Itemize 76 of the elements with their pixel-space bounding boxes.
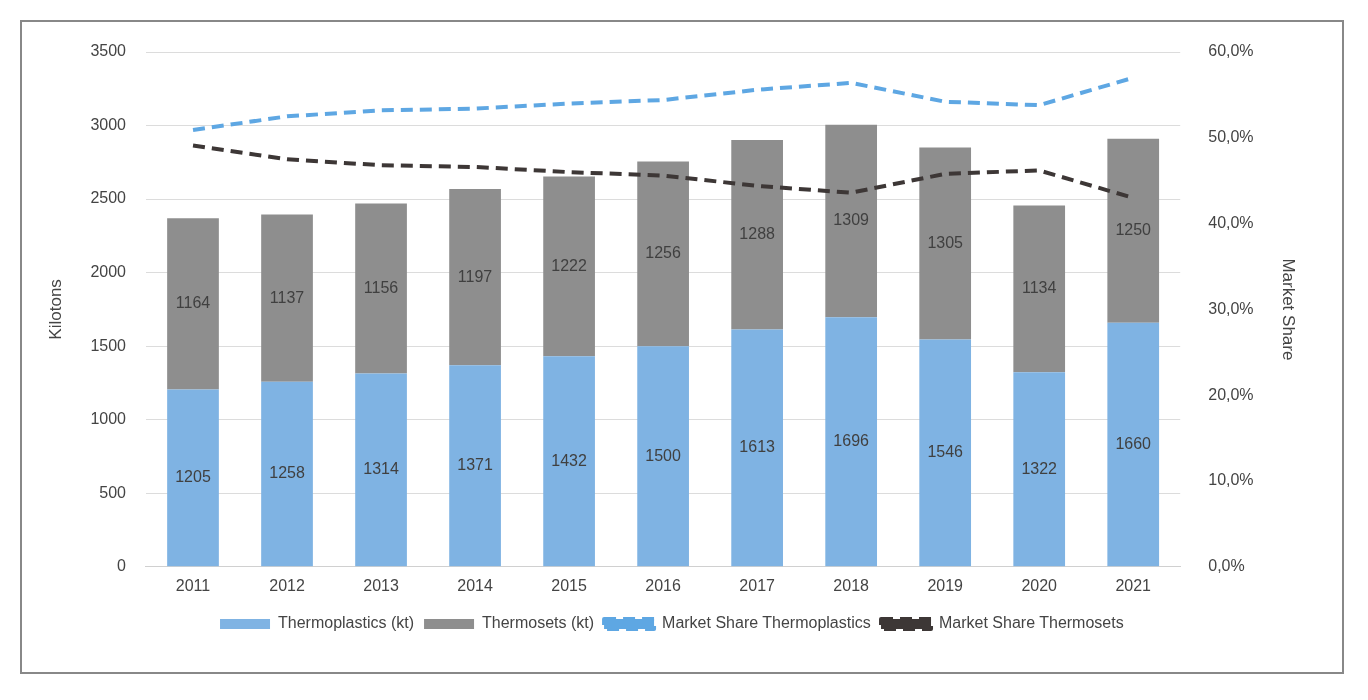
bar bbox=[1107, 138, 1160, 323]
data-label: 1164 bbox=[175, 294, 211, 312]
bar bbox=[731, 329, 783, 567]
bar bbox=[1013, 205, 1066, 373]
bar bbox=[355, 203, 407, 374]
data-label: 1256 bbox=[645, 244, 682, 262]
y2-tick-label: 50,0% bbox=[1208, 128, 1254, 146]
data-label: 1613 bbox=[739, 438, 776, 456]
y2-tick-label: 10,0% bbox=[1208, 471, 1254, 489]
bar bbox=[825, 124, 878, 318]
data-label: 1137 bbox=[269, 288, 305, 306]
y2-tick-label: 0,0% bbox=[1208, 557, 1245, 575]
bar bbox=[919, 147, 972, 340]
bar bbox=[449, 189, 501, 366]
data-label: 1134 bbox=[1022, 279, 1057, 297]
x-tick-label: 2017 bbox=[739, 576, 776, 594]
x-tick-label: 2015 bbox=[551, 576, 587, 594]
data-label: 1250 bbox=[1115, 221, 1152, 239]
y-tick-label: 1500 bbox=[90, 336, 127, 354]
legend-label: Market Share Thermosets bbox=[939, 614, 1124, 632]
bar bbox=[261, 214, 313, 382]
x-tick-label: 2018 bbox=[833, 576, 870, 594]
y2-tick-label: 60,0% bbox=[1208, 42, 1254, 60]
bar bbox=[1013, 372, 1066, 567]
bar bbox=[825, 317, 878, 567]
legend-label: Market Share Thermoplastics bbox=[662, 614, 871, 632]
bar bbox=[543, 356, 595, 567]
data-label: 1546 bbox=[927, 443, 964, 461]
data-label: 1309 bbox=[833, 211, 870, 229]
x-tick-label: 2013 bbox=[363, 576, 399, 594]
y-axis-title: Kilotons bbox=[45, 279, 65, 340]
y2-tick-label: 40,0% bbox=[1208, 214, 1254, 232]
data-label: 1696 bbox=[833, 432, 870, 450]
data-label: 1205 bbox=[175, 468, 211, 486]
x-tick-label: 2019 bbox=[927, 576, 964, 594]
bar bbox=[919, 339, 972, 567]
bar bbox=[1107, 322, 1160, 567]
data-label: 1222 bbox=[551, 256, 587, 274]
data-label: 1322 bbox=[1021, 459, 1058, 477]
y-tick-label: 2500 bbox=[90, 189, 127, 207]
legend-label: Thermosets (kt) bbox=[482, 614, 595, 632]
x-tick-label: 2020 bbox=[1021, 576, 1058, 594]
y2-axis-title: Market Share bbox=[1279, 258, 1299, 361]
bar bbox=[637, 161, 689, 347]
data-label: 1156 bbox=[363, 278, 399, 296]
bar bbox=[167, 389, 219, 567]
y-tick-label: 3000 bbox=[90, 115, 127, 133]
x-tick-label: 2012 bbox=[269, 576, 305, 594]
data-label: 1258 bbox=[269, 464, 305, 482]
data-label: 1371 bbox=[457, 456, 493, 474]
bar bbox=[355, 373, 407, 567]
y2-tick-label: 20,0% bbox=[1208, 385, 1254, 403]
data-label: 1660 bbox=[1115, 434, 1152, 452]
y2-tick-label: 30,0% bbox=[1208, 299, 1254, 317]
bar bbox=[543, 176, 595, 357]
data-label: 1432 bbox=[551, 451, 587, 469]
data-label: 1288 bbox=[739, 225, 776, 243]
bar bbox=[637, 346, 689, 567]
legend-label: Thermoplastics (kt) bbox=[278, 614, 415, 632]
y-tick-label: 500 bbox=[99, 483, 127, 501]
y-tick-label: 0 bbox=[117, 557, 127, 575]
y-tick-label: 2000 bbox=[90, 263, 127, 281]
bar bbox=[731, 140, 783, 330]
data-label: 1500 bbox=[645, 446, 682, 464]
data-label: 1305 bbox=[927, 233, 964, 251]
x-tick-label: 2021 bbox=[1115, 576, 1152, 594]
bar bbox=[261, 381, 313, 567]
data-label: 1197 bbox=[457, 267, 493, 285]
x-tick-label: 2014 bbox=[457, 576, 493, 594]
x-tick-label: 2011 bbox=[175, 576, 211, 594]
bar bbox=[167, 218, 219, 390]
x-tick-label: 2016 bbox=[645, 576, 682, 594]
y-tick-label: 3500 bbox=[90, 42, 127, 60]
bar bbox=[449, 365, 501, 567]
y-tick-label: 1000 bbox=[90, 410, 127, 428]
data-label: 1314 bbox=[363, 460, 399, 478]
